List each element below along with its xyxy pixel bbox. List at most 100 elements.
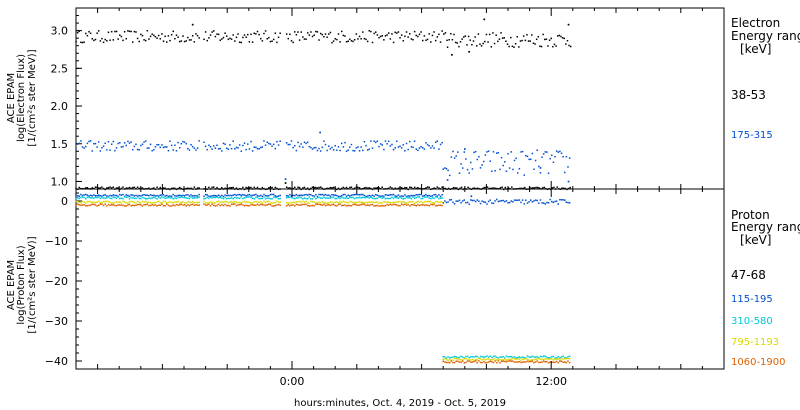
electron-point-38-53 [506, 43, 509, 45]
electron-point-38-53 [75, 40, 77, 43]
proton-point-795-1193 [391, 201, 393, 204]
proton-point-115-195 [193, 195, 196, 197]
electron-point-38-53 [394, 31, 396, 34]
electron-point-175-315 [405, 142, 408, 145]
electron-point-175-315 [515, 157, 517, 160]
proton-point-795-1193 [470, 359, 472, 361]
proton-point-47-68 [449, 188, 452, 191]
proton-point-310-580 [319, 197, 322, 199]
proton-point-47-68 [451, 188, 453, 190]
proton-point-310-580 [534, 356, 537, 358]
proton-point-1060-1900 [379, 205, 382, 207]
proton-point-1060-1900 [101, 203, 103, 206]
proton-point-1060-1900 [174, 204, 176, 207]
electron-point-175-315 [141, 143, 144, 146]
electron-point-175-315 [159, 146, 162, 149]
electron-point-175-315 [219, 147, 221, 150]
proton-point-310-580 [136, 196, 139, 198]
proton-point-1060-1900 [253, 204, 255, 206]
proton-point-310-580 [193, 197, 196, 199]
proton-point-1060-1900 [208, 203, 210, 206]
proton-point-1060-1900 [431, 203, 434, 206]
proton-point-1060-1900 [313, 205, 315, 207]
proton-point-795-1193 [342, 200, 345, 203]
proton-point-47-68 [276, 187, 278, 190]
electron-point-38-53 [404, 35, 406, 38]
proton-point-115-195 [329, 195, 332, 197]
proton-point-310-580 [80, 196, 82, 199]
proton-point-115-195 [389, 194, 392, 196]
electron-point-175-315 [144, 140, 147, 142]
proton-point-795-1193 [211, 201, 213, 204]
proton-point-115-195 [515, 199, 517, 201]
electron-point-38-53 [324, 33, 327, 35]
proton-point-795-1193 [279, 201, 281, 203]
proton-point-47-68 [172, 187, 174, 190]
electron-point-175-315 [306, 141, 309, 144]
proton-point-115-195 [494, 200, 496, 202]
electron-point-175-315 [123, 142, 126, 144]
electron-point-38-53 [151, 33, 153, 35]
electron-point-175-315 [110, 143, 113, 145]
electron-point-38-53 [421, 39, 424, 42]
electron-point-38-53 [259, 37, 262, 40]
proton-point-1060-1900 [538, 361, 540, 364]
proton-point-47-68 [561, 187, 563, 189]
proton-point-115-195 [525, 199, 527, 202]
electron-point-175-315 [122, 145, 124, 148]
electron-point-175-315 [248, 148, 251, 150]
electron-point-38-53-outlier [191, 23, 194, 26]
electron-point-38-53 [112, 39, 115, 41]
proton-point-47-68 [412, 187, 414, 190]
proton-point-47-68 [232, 186, 234, 189]
electron-point-175-315 [157, 144, 160, 146]
electron-point-38-53 [391, 33, 393, 35]
proton-point-310-580 [180, 196, 183, 198]
proton-point-1060-1900 [243, 204, 246, 207]
proton-point-1060-1900 [141, 205, 144, 207]
proton-point-47-68 [97, 187, 100, 189]
time-x-axis: 0:00 12:00 [75, 8, 725, 388]
proton-point-115-195 [78, 195, 81, 197]
electron-point-38-53 [413, 30, 416, 33]
proton-point-47-68 [446, 188, 448, 191]
proton-point-115-195 [232, 194, 234, 196]
electron-point-38-53 [505, 40, 507, 42]
proton-point-310-580 [316, 196, 319, 199]
electron-point-38-53 [188, 39, 191, 41]
electron-point-175-315 [365, 144, 367, 147]
proton-point-795-1193 [564, 358, 566, 360]
electron-point-175-315 [170, 144, 173, 147]
proton-point-47-68 [425, 187, 427, 189]
proton-point-310-580 [195, 197, 197, 199]
electron-point-175-315 [528, 158, 530, 161]
proton-point-47-68 [132, 186, 134, 189]
electron-point-175-315 [319, 150, 322, 152]
proton-point-310-580 [120, 197, 123, 199]
electron-point-38-53 [337, 33, 340, 35]
electron-point-38-53 [497, 40, 499, 43]
electron-point-38-53 [122, 39, 124, 42]
proton-ylabel-line1: ACE EPAM [6, 260, 17, 310]
proton-point-310-580 [460, 355, 462, 357]
proton-point-115-195 [216, 195, 218, 197]
proton-point-310-580 [295, 197, 298, 199]
electron-point-38-53 [569, 45, 572, 48]
electron-point-38-53 [400, 34, 403, 36]
electron-point-175-315 [457, 151, 459, 153]
proton-point-47-68 [321, 187, 324, 190]
proton-point-115-195 [89, 194, 92, 197]
proton-point-310-580 [213, 196, 215, 199]
proton-point-795-1193 [106, 200, 108, 203]
proton-point-795-1193 [161, 202, 163, 204]
electron-point-175-315 [491, 170, 493, 173]
proton-point-47-68 [274, 186, 277, 189]
proton-point-47-68 [285, 186, 288, 188]
electron-point-38-53 [485, 33, 488, 36]
proton-point-310-580 [81, 196, 84, 198]
proton-point-795-1193 [489, 359, 491, 361]
electron-point-175-315 [544, 151, 547, 153]
electron-point-175-315 [392, 148, 395, 151]
electron-point-175-315 [298, 145, 301, 148]
proton-point-47-68 [336, 188, 338, 191]
